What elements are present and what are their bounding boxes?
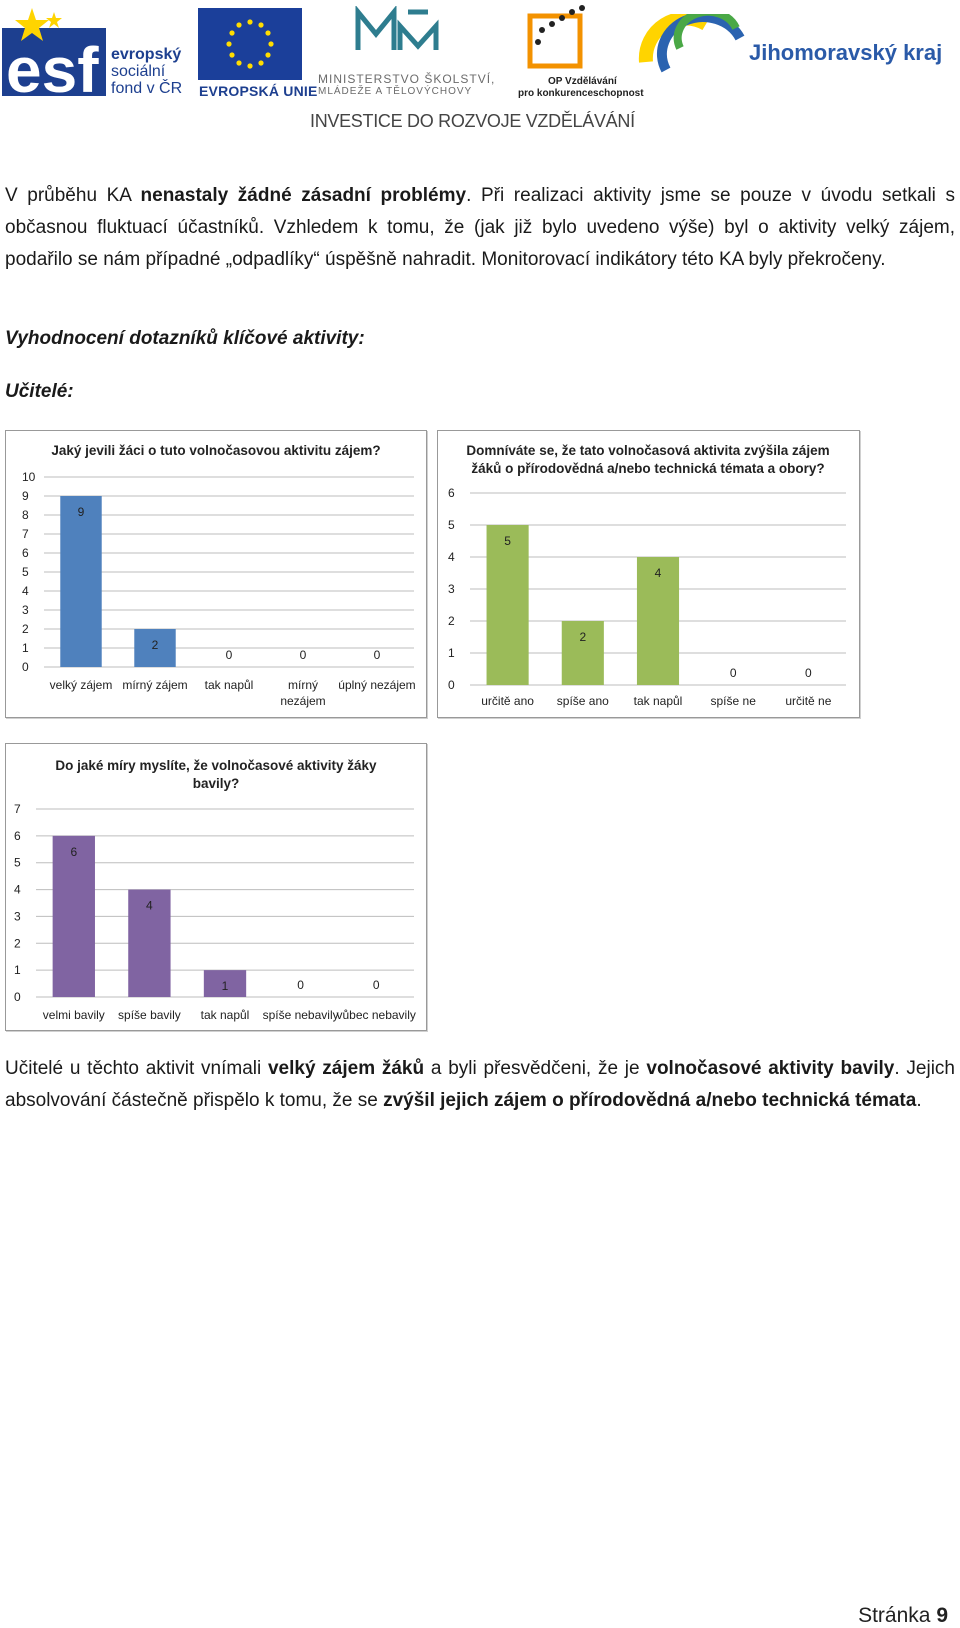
bar [60, 496, 102, 667]
msmt-logo [355, 6, 439, 50]
jihomoravsky-kraj-label: Jihomoravský kraj [749, 40, 943, 65]
bar [52, 835, 95, 997]
msmt-label-line2: MLÁDEŽE A TĚLOVÝCHOVY [318, 86, 473, 97]
data-label: 0 [297, 978, 304, 992]
chart-title: žáků o přírodovědná a/nebo technická tém… [471, 461, 824, 476]
category-label: nezájem [280, 694, 325, 708]
data-label: 0 [374, 648, 381, 662]
data-label: 0 [805, 666, 812, 680]
data-label: 4 [655, 566, 662, 580]
y-tick-label: 6 [448, 486, 455, 500]
chart-title: Do jaké míry myslíte, že volnočasové akt… [55, 758, 377, 773]
y-tick-label: 8 [22, 508, 29, 522]
chart-title: Domníváte se, že tato volnočasová aktivi… [466, 443, 829, 458]
y-tick-label: 1 [448, 646, 455, 660]
data-label: 4 [146, 899, 153, 913]
category-label: velký zájem [50, 678, 113, 692]
eu-label: EVROPSKÁ UNIE [199, 83, 318, 99]
chart-stem-interest: Domníváte se, že tato volnočasová aktivi… [437, 430, 860, 718]
category-label: spíše bavily [118, 1008, 181, 1022]
y-tick-label: 6 [14, 829, 21, 843]
y-tick-label: 7 [22, 527, 29, 541]
y-tick-label: 2 [14, 936, 21, 950]
data-label: 6 [70, 845, 77, 859]
y-tick-label: 5 [448, 518, 455, 532]
y-tick-label: 2 [22, 622, 29, 636]
data-label: 5 [504, 534, 511, 548]
y-tick-label: 4 [14, 883, 21, 897]
svg-text:esf: esf [6, 34, 99, 98]
y-tick-label: 3 [22, 603, 29, 617]
paragraph-problems: V průběhu KA nenastaly žádné zásadní pro… [5, 185, 955, 270]
page-number: Stránka 9 [858, 1604, 948, 1627]
data-label: 0 [730, 666, 737, 680]
y-tick-label: 3 [448, 582, 455, 596]
data-label: 1 [222, 979, 229, 993]
bar [134, 629, 176, 667]
data-label: 0 [373, 978, 380, 992]
bar [486, 525, 529, 685]
chart-stem-interest-svg: Domníváte se, že tato volnočasová aktivi… [448, 443, 846, 708]
y-tick-label: 4 [22, 584, 29, 598]
msmt-label-line1: MINISTERSTVO ŠKOLSTVÍ, [318, 72, 496, 86]
y-tick-label: 5 [14, 856, 21, 870]
jihomoravsky-kraj-logo [638, 14, 745, 73]
category-label: mírný zájem [122, 678, 187, 692]
category-label: úplný nezájem [338, 678, 415, 692]
y-tick-label: 7 [14, 802, 21, 816]
category-label: vůbec nebavily [337, 1008, 416, 1022]
y-tick-label: 1 [14, 963, 21, 977]
y-tick-label: 6 [22, 546, 29, 560]
y-tick-label: 0 [14, 990, 21, 1004]
y-tick-label: 1 [22, 641, 29, 655]
category-label: spíše ne [711, 694, 757, 708]
chart-interest: Jaký jevili žáci o tuto volnočasovou akt… [5, 430, 427, 718]
bar [203, 970, 247, 997]
y-tick-label: 2 [448, 614, 455, 628]
category-label: určitě ano [481, 694, 534, 708]
chart-interest-svg: Jaký jevili žáci o tuto volnočasovou akt… [22, 443, 416, 708]
esf-logo: esf [2, 8, 106, 98]
data-label: 2 [579, 630, 586, 644]
category-label: tak napůl [634, 694, 683, 708]
chart-enjoyment-svg: Do jaké míry myslíte, že volnočasové akt… [14, 758, 416, 1022]
chart-enjoyment: Do jaké míry myslíte, že volnočasové akt… [5, 743, 427, 1031]
category-label: spíše ano [557, 694, 609, 708]
bar [561, 621, 604, 685]
y-tick-label: 4 [448, 550, 455, 564]
header-tagline: INVESTICE DO ROZVOJE VZDĚLÁVÁNÍ [310, 111, 635, 131]
y-tick-label: 0 [448, 678, 455, 692]
y-tick-label: 3 [14, 909, 21, 923]
y-tick-label: 10 [22, 470, 36, 484]
y-tick-label: 5 [22, 565, 29, 579]
section-heading: Vyhodnocení dotazníků klíčové aktivity: [5, 328, 365, 349]
category-label: určitě ne [785, 694, 831, 708]
category-label: velmi bavily [43, 1008, 105, 1022]
subsection-heading-teachers: Učitelé: [5, 381, 74, 402]
op-label-line1: OP Vzdělávání [548, 76, 617, 87]
paragraph-conclusion: Učitelé u těchto aktivit vnímali velký z… [5, 1058, 955, 1111]
data-label: 0 [226, 648, 233, 662]
y-tick-label: 9 [22, 489, 29, 503]
data-label: 2 [152, 638, 159, 652]
esf-label: evropský sociální fond v ČR [111, 46, 183, 97]
chart-title: bavily? [193, 776, 240, 791]
bar [128, 889, 171, 997]
bar [636, 557, 680, 685]
data-label: 0 [300, 648, 307, 662]
y-tick-label: 0 [22, 660, 29, 674]
category-label: spíše nebavily [263, 1008, 339, 1022]
op-vk-logo [527, 5, 585, 69]
data-label: 9 [78, 505, 85, 519]
eu-flag [198, 8, 302, 80]
category-label: tak napůl [201, 1008, 250, 1022]
op-label-line2: pro konkurenceschopnost [518, 88, 644, 99]
category-label: mírný [288, 678, 318, 692]
chart-title: Jaký jevili žáci o tuto volnočasovou akt… [51, 443, 380, 458]
category-label: tak napůl [205, 678, 254, 692]
